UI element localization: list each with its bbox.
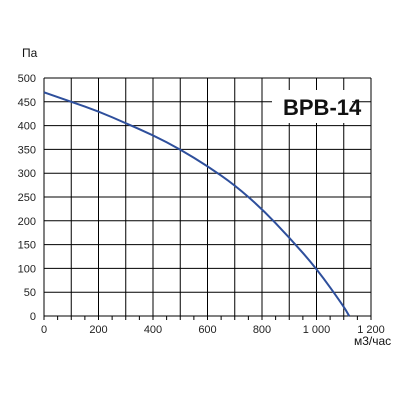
series-line (43, 91, 351, 317)
x-tick-label: 600 (198, 324, 216, 336)
y-tick-label: 500 (18, 73, 36, 85)
y-tick-label: 300 (18, 168, 36, 180)
grid (43, 77, 372, 320)
x-tick-label: 800 (253, 324, 271, 336)
y-tick-label: 350 (18, 144, 36, 156)
x-tick-label: 0 (41, 324, 47, 336)
tick-labels: 0 50 100 150 200 250 300 350 400 450 500 0 200 400 600… (18, 73, 385, 336)
y-axis-label: Па (22, 46, 38, 60)
y-tick-label: 400 (18, 121, 36, 133)
title-background (272, 90, 352, 123)
x-axis-label: м3/час (354, 334, 391, 348)
y-tick-label: 0 (30, 311, 36, 323)
y-tick-label: 50 (24, 287, 36, 299)
y-tick-label: 450 (18, 97, 36, 109)
x-tick-label: 400 (144, 324, 162, 336)
x-tick-label: 200 (89, 324, 107, 336)
series-group (43, 91, 351, 317)
y-tick-label: 250 (18, 192, 36, 204)
y-tick-label: 100 (18, 263, 36, 275)
chart-title: BPB-14 (283, 95, 362, 120)
x-tick-label: 1 000 (303, 324, 331, 336)
x-tick-label: 1 200 (357, 324, 385, 336)
y-tick-label: 200 (18, 216, 36, 228)
y-tick-label: 150 (18, 240, 36, 252)
